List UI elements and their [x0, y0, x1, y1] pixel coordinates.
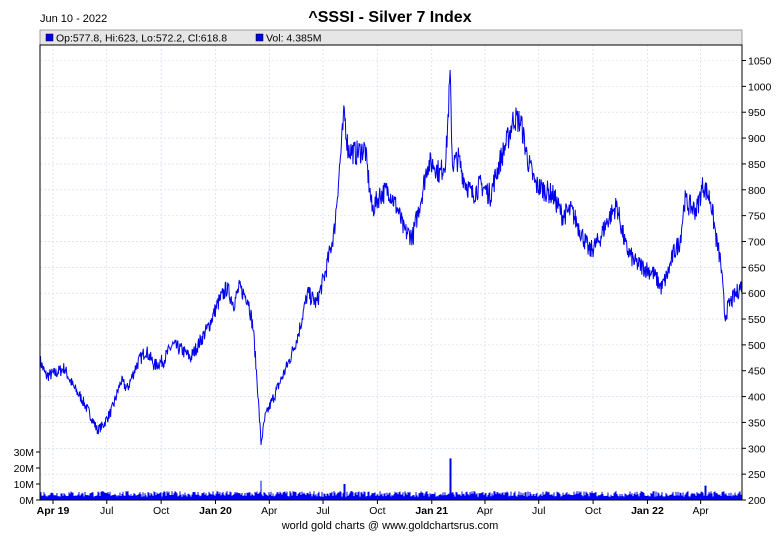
- legend-swatch-volume: [255, 33, 264, 42]
- plot-frame: [39, 44, 743, 501]
- close-price-line: [39, 69, 743, 445]
- y-tick-label: 200: [748, 495, 766, 507]
- x-tick-label: Oct: [153, 505, 169, 517]
- x-tick-label: Apr: [692, 505, 709, 517]
- axes: Apr 19 Jul Oct Jan 20 Apr Jul Oct Jan 21 Apr Jul O…: [14, 56, 772, 517]
- legend-volume: Vol: 4.385M: [266, 33, 321, 45]
- y-tick-label: 350: [748, 417, 766, 429]
- volume-tick-label: 10M: [14, 479, 34, 491]
- y-tick-label: 550: [748, 314, 766, 326]
- y-tick-label: 250: [748, 469, 766, 481]
- price-series: [39, 69, 743, 445]
- x-tick-label: Apr: [261, 505, 278, 517]
- x-tick-label: Jul: [316, 505, 329, 517]
- y-tick-label: 500: [748, 340, 766, 352]
- x-tick-label: Jan 22: [631, 505, 664, 517]
- legend-ohlc: Op:577.8, Hi:623, Lo:572.2, Cl:618.8: [56, 33, 227, 45]
- y-tick-label: 300: [748, 443, 766, 455]
- y-tick-label: 650: [748, 262, 766, 274]
- y-tick-label: 950: [748, 107, 766, 119]
- volume-tick-label: 20M: [14, 463, 34, 475]
- x-tick-label: Jul: [532, 505, 545, 517]
- y-tick-label: 600: [748, 288, 766, 300]
- y-tick-label: 1050: [748, 56, 772, 68]
- y-tick-label: 750: [748, 211, 766, 223]
- legend-swatch-ohlc: [45, 33, 54, 42]
- x-tick-label: Apr 19: [37, 505, 70, 517]
- y-tick-label: 900: [748, 133, 766, 145]
- x-tick-label: Apr: [477, 505, 494, 517]
- x-tick-label: Oct: [585, 505, 601, 517]
- x-tick-label: Jan 21: [415, 505, 448, 517]
- x-tick-label: Jul: [100, 505, 113, 517]
- y-tick-label: 700: [748, 236, 766, 248]
- y-tick-label: 850: [748, 159, 766, 171]
- volume-tick-label: 0M: [19, 495, 34, 507]
- chart-title: ^SSSI - Silver 7 Index: [308, 9, 472, 26]
- y-tick-label: 1000: [748, 81, 772, 93]
- y-tick-label: 800: [748, 185, 766, 197]
- x-tick-label: Jan 20: [199, 505, 232, 517]
- volume-tick-label: 30M: [14, 447, 34, 459]
- grid: [40, 45, 742, 501]
- volume-bars: [40, 458, 742, 500]
- y-tick-label: 400: [748, 392, 766, 404]
- y-tick-label: 450: [748, 366, 766, 378]
- date-label: Jun 10 - 2022: [40, 13, 108, 25]
- footer-credit: world gold charts @ www.goldchartsrus.co…: [281, 520, 499, 532]
- x-tick-label: Oct: [369, 505, 385, 517]
